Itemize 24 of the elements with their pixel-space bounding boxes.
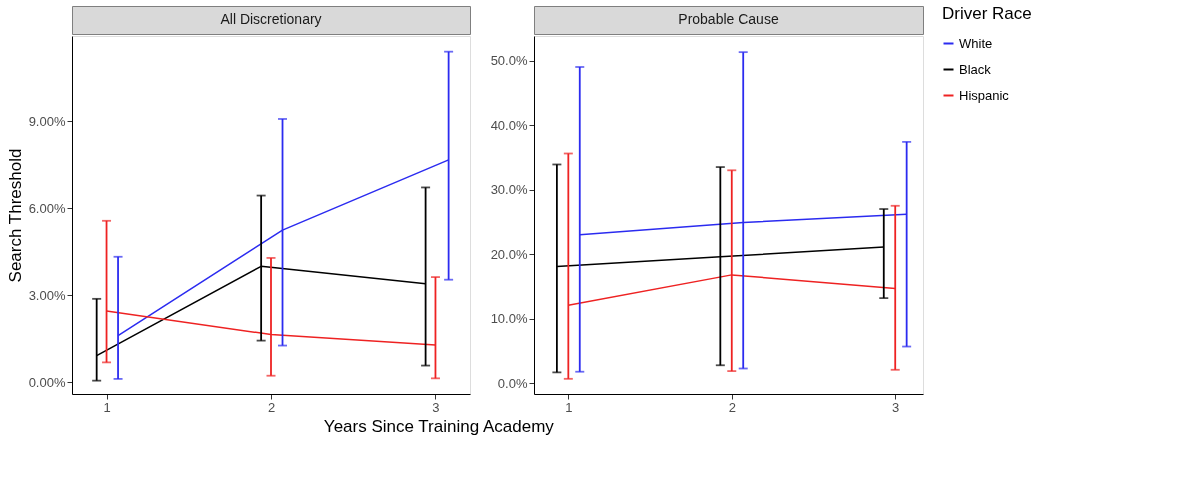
y-tick-label: 20.0% <box>490 246 528 262</box>
y-tick-label: 50.0% <box>490 53 528 69</box>
y-axis-title: Search Threshold <box>5 148 25 283</box>
x-tick-label: 2 <box>267 399 276 415</box>
legend-label: Black <box>959 61 992 77</box>
y-tick-label: 0.00% <box>28 374 66 390</box>
y-tick-label: 3.00% <box>28 287 66 303</box>
legend-label: Hispanic <box>959 87 1010 103</box>
y-tick-label: 9.00% <box>28 113 66 129</box>
x-axis-title: Years Since Training Academy <box>323 416 555 436</box>
legend-label: White <box>959 35 993 51</box>
legend-title: Driver Race <box>942 4 1032 23</box>
chart-title: Probable Cause <box>678 11 779 27</box>
x-tick-label: 1 <box>565 399 573 415</box>
x-tick-label: 1 <box>103 399 111 415</box>
y-tick-label: 0.0% <box>497 375 528 391</box>
y-tick-label: 6.00% <box>28 200 66 216</box>
x-tick-label: 2 <box>728 399 736 415</box>
x-tick-label: 3 <box>892 399 900 415</box>
y-tick-label: 40.0% <box>490 117 528 133</box>
y-tick-label: 10.0% <box>490 311 528 327</box>
chart-title: All Discretionary <box>220 11 322 27</box>
x-tick-label: 3 <box>432 399 440 415</box>
y-tick-label: 30.0% <box>490 182 528 198</box>
